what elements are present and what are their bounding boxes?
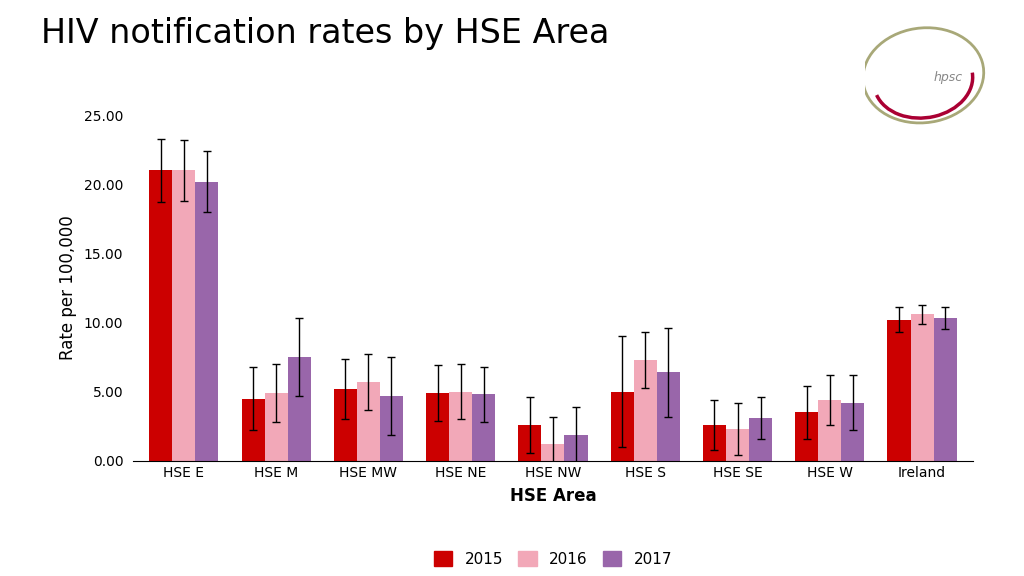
Bar: [634, 360, 656, 461]
Bar: [888, 320, 910, 461]
Bar: [518, 425, 542, 461]
Bar: [288, 357, 310, 461]
Legend: 2015, 2016, 2017: 2015, 2016, 2017: [428, 544, 678, 573]
Bar: [450, 392, 472, 461]
Text: 10: 10: [983, 552, 1000, 566]
Bar: [472, 395, 496, 461]
Bar: [934, 319, 956, 461]
Bar: [380, 396, 403, 461]
Bar: [749, 418, 772, 461]
Bar: [264, 393, 288, 461]
Text: HIV notification rates by HSE Area: HIV notification rates by HSE Area: [41, 17, 609, 50]
Text: hpsc: hpsc: [934, 71, 963, 84]
Bar: [334, 389, 357, 461]
Bar: [610, 392, 634, 461]
Bar: [910, 314, 934, 461]
Bar: [242, 399, 264, 461]
Bar: [726, 429, 749, 461]
Bar: [172, 170, 196, 461]
Bar: [357, 382, 380, 461]
Bar: [818, 400, 842, 461]
Bar: [196, 181, 218, 461]
Bar: [564, 434, 588, 461]
Bar: [150, 170, 172, 461]
Bar: [842, 403, 864, 461]
Bar: [542, 444, 564, 461]
Bar: [702, 425, 726, 461]
Bar: [656, 372, 680, 461]
Bar: [796, 412, 818, 461]
Y-axis label: Rate per 100,000: Rate per 100,000: [59, 215, 77, 361]
X-axis label: HSE Area: HSE Area: [510, 487, 596, 505]
Bar: [426, 393, 450, 461]
